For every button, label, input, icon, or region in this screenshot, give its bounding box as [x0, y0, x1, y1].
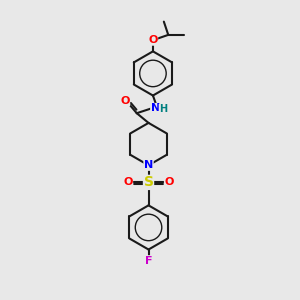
Text: N: N [151, 103, 160, 113]
Text: N: N [144, 160, 153, 170]
Text: O: O [123, 177, 133, 188]
Text: S: S [143, 176, 154, 189]
Text: H: H [159, 104, 167, 114]
Text: F: F [145, 256, 152, 266]
Text: O: O [148, 35, 158, 45]
Text: O: O [164, 177, 174, 188]
Text: O: O [120, 95, 130, 106]
